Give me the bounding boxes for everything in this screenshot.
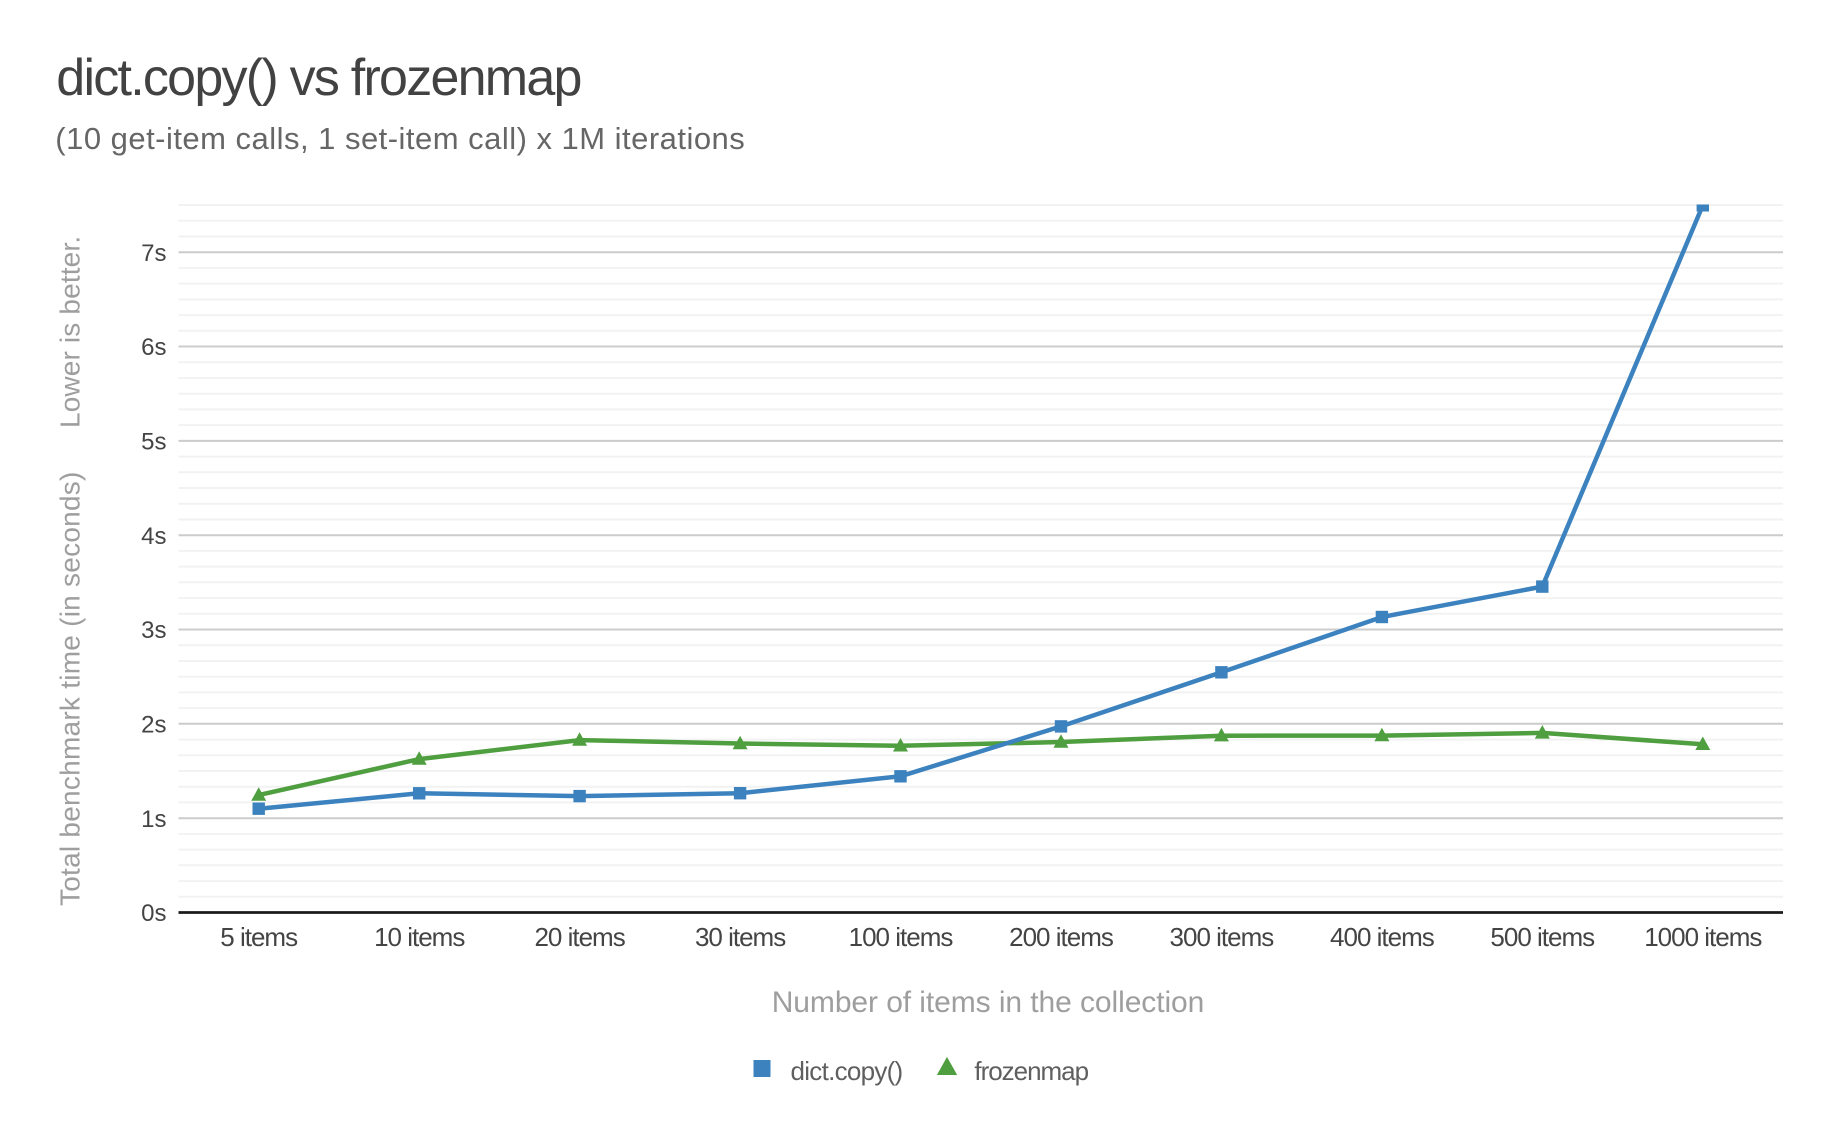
svg-text:1s: 1s xyxy=(141,806,166,833)
svg-text:300 items: 300 items xyxy=(1170,922,1275,952)
svg-text:5 items: 5 items xyxy=(220,922,298,952)
svg-text:200 items: 200 items xyxy=(1009,922,1114,952)
svg-text:100 items: 100 items xyxy=(849,922,954,952)
svg-text:4s: 4s xyxy=(141,523,166,550)
svg-text:0s: 0s xyxy=(141,900,166,927)
svg-text:Total benchmark time (in secon: Total benchmark time (in seconds) xyxy=(55,471,86,906)
svg-text:10 items: 10 items xyxy=(374,922,465,952)
svg-text:20 items: 20 items xyxy=(534,922,625,952)
svg-text:2s: 2s xyxy=(141,712,166,739)
svg-text:7s: 7s xyxy=(141,240,166,267)
svg-text:dict.copy(): dict.copy() xyxy=(791,1056,903,1086)
svg-text:Lower is better.: Lower is better. xyxy=(55,236,86,428)
svg-text:6s: 6s xyxy=(141,334,166,361)
svg-text:Number of items in the collect: Number of items in the collection xyxy=(772,986,1205,1019)
svg-text:30 items: 30 items xyxy=(695,922,786,952)
svg-text:dict.copy() vs frozenmap: dict.copy() vs frozenmap xyxy=(56,49,580,107)
svg-text:(10 get-item calls, 1 set-item: (10 get-item calls, 1 set-item call) x 1… xyxy=(55,121,745,156)
svg-text:3s: 3s xyxy=(141,617,166,644)
svg-text:frozenmap: frozenmap xyxy=(974,1056,1088,1086)
svg-text:5s: 5s xyxy=(141,429,166,456)
svg-text:400 items: 400 items xyxy=(1330,922,1435,952)
svg-text:500 items: 500 items xyxy=(1490,922,1595,952)
svg-text:1000 items: 1000 items xyxy=(1644,922,1762,952)
